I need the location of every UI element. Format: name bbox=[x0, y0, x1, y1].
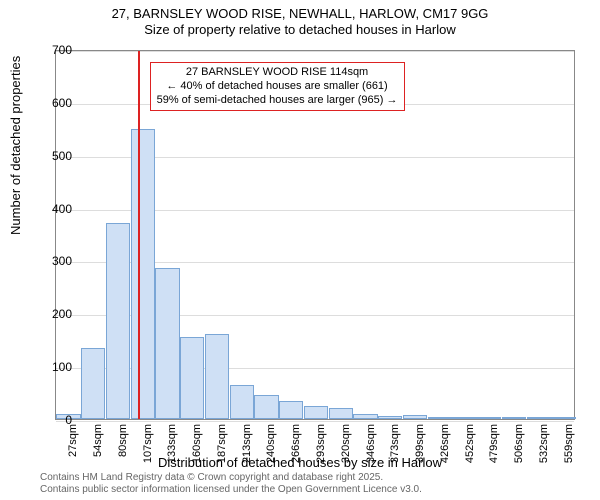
xtick-label: 160sqm bbox=[191, 424, 203, 468]
annotation-box: 27 BARNSLEY WOOD RISE 114sqm← 40% of det… bbox=[150, 62, 405, 111]
histogram-bar bbox=[106, 223, 130, 419]
ytick-label: 300 bbox=[42, 254, 72, 268]
histogram-bar bbox=[254, 395, 278, 419]
histogram-bar bbox=[81, 348, 105, 419]
xtick-label: 559sqm bbox=[563, 424, 575, 468]
chart-title: 27, BARNSLEY WOOD RISE, NEWHALL, HARLOW,… bbox=[0, 0, 600, 37]
annotation-line: 59% of semi-detached houses are larger (… bbox=[157, 94, 398, 108]
ytick-label: 700 bbox=[42, 43, 72, 57]
histogram-bar bbox=[230, 385, 254, 419]
footer-line1: Contains HM Land Registry data © Crown c… bbox=[40, 472, 422, 484]
annotation-line: 27 BARNSLEY WOOD RISE 114sqm bbox=[157, 66, 398, 80]
plot-area: 27 BARNSLEY WOOD RISE 114sqm← 40% of det… bbox=[55, 50, 575, 420]
histogram-bar bbox=[551, 417, 575, 419]
histogram-bar bbox=[378, 416, 402, 419]
xtick-label: 293sqm bbox=[315, 424, 327, 468]
y-axis-label: Number of detached properties bbox=[8, 56, 23, 235]
xtick-label: 320sqm bbox=[340, 424, 352, 468]
xtick-label: 426sqm bbox=[439, 424, 451, 468]
histogram-bar bbox=[403, 415, 427, 419]
xtick-label: 240sqm bbox=[265, 424, 277, 468]
xtick-label: 399sqm bbox=[414, 424, 426, 468]
ytick-label: 100 bbox=[42, 360, 72, 374]
histogram-bar bbox=[304, 406, 328, 419]
histogram-bar bbox=[155, 268, 179, 419]
xtick-label: 532sqm bbox=[538, 424, 550, 468]
xtick-label: 54sqm bbox=[92, 424, 104, 468]
histogram-bar bbox=[428, 417, 452, 419]
histogram-bar bbox=[452, 417, 476, 419]
gridline bbox=[56, 51, 574, 52]
gridline bbox=[56, 421, 574, 422]
xtick-label: 27sqm bbox=[67, 424, 79, 468]
ytick-label: 600 bbox=[42, 96, 72, 110]
annotation-line: ← 40% of detached houses are smaller (66… bbox=[157, 80, 398, 94]
chart-container: { "title": { "line1": "27, BARNSLEY WOOD… bbox=[0, 0, 600, 500]
xtick-label: 506sqm bbox=[513, 424, 525, 468]
xtick-label: 373sqm bbox=[389, 424, 401, 468]
title-line1: 27, BARNSLEY WOOD RISE, NEWHALL, HARLOW,… bbox=[0, 6, 600, 22]
histogram-bar bbox=[131, 129, 155, 419]
histogram-bar bbox=[205, 334, 229, 419]
histogram-bar bbox=[527, 417, 551, 419]
histogram-bar bbox=[279, 401, 303, 420]
footer-attribution: Contains HM Land Registry data © Crown c… bbox=[40, 472, 422, 496]
ytick-label: 400 bbox=[42, 202, 72, 216]
histogram-bar bbox=[477, 417, 501, 419]
xtick-label: 187sqm bbox=[216, 424, 228, 468]
xtick-label: 80sqm bbox=[117, 424, 129, 468]
histogram-bar bbox=[353, 414, 377, 419]
xtick-label: 266sqm bbox=[290, 424, 302, 468]
histogram-bar bbox=[502, 417, 526, 419]
xtick-label: 107sqm bbox=[142, 424, 154, 468]
xtick-label: 213sqm bbox=[241, 424, 253, 468]
ytick-label: 200 bbox=[42, 307, 72, 321]
title-line2: Size of property relative to detached ho… bbox=[0, 22, 600, 38]
xtick-label: 133sqm bbox=[166, 424, 178, 468]
footer-line2: Contains public sector information licen… bbox=[40, 484, 422, 496]
ytick-label: 500 bbox=[42, 149, 72, 163]
xtick-label: 479sqm bbox=[488, 424, 500, 468]
histogram-bar bbox=[329, 408, 353, 419]
histogram-bar bbox=[180, 337, 204, 419]
marker-line bbox=[138, 51, 140, 419]
xtick-label: 452sqm bbox=[464, 424, 476, 468]
xtick-label: 346sqm bbox=[365, 424, 377, 468]
